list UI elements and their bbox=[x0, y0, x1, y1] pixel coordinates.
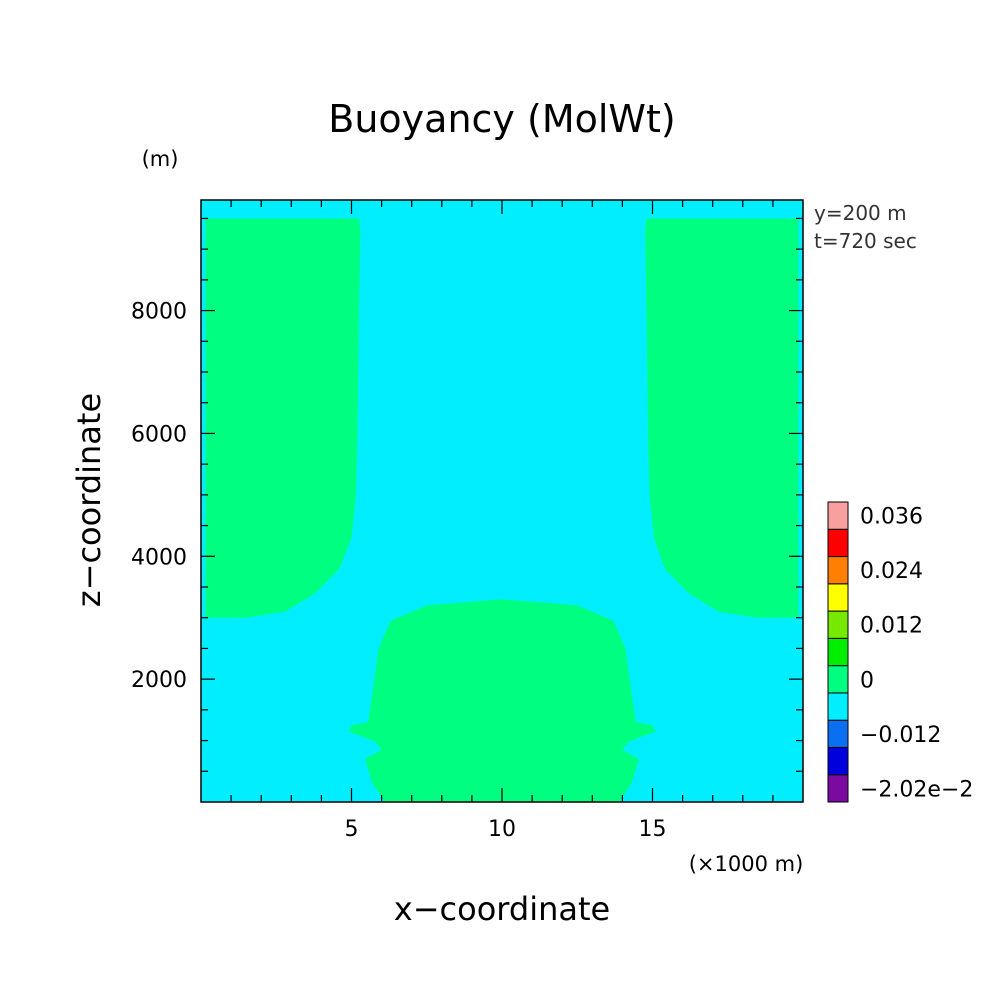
colorbar-swatch bbox=[827, 556, 849, 585]
y-axis-label: z−coordinate bbox=[70, 393, 108, 607]
colorbar-label: 0 bbox=[860, 668, 874, 693]
chart-title: Buoyancy (MolWt) bbox=[328, 97, 675, 141]
y-unit-label: (m) bbox=[142, 147, 179, 171]
colorbar-swatch bbox=[827, 610, 849, 639]
colorbar-swatch bbox=[827, 692, 849, 721]
contour-region-upper-right-positive bbox=[645, 218, 799, 618]
contour-region-lower-center-positive bbox=[348, 599, 656, 802]
colorbar-swatch bbox=[827, 746, 849, 776]
colorbar-swatch bbox=[827, 501, 849, 530]
y-position-annotation: y=200 m bbox=[814, 201, 907, 225]
colorbar-label: −0.012 bbox=[860, 723, 941, 748]
y-tick-label: 4000 bbox=[131, 545, 187, 570]
y-tick-label: 6000 bbox=[131, 422, 187, 447]
colorbar: −2.02e−2 −0.012 0 0.012 0.024 0.036 bbox=[827, 501, 973, 803]
colorbar-swatch bbox=[827, 719, 849, 748]
contour-region-upper-left-positive bbox=[205, 218, 361, 618]
colorbar-swatch bbox=[827, 528, 849, 558]
x-tick-label: 10 bbox=[488, 817, 516, 842]
colorbar-swatch bbox=[827, 637, 849, 667]
colorbar-label: 0.024 bbox=[860, 559, 923, 584]
y-tick-label: 2000 bbox=[131, 668, 187, 693]
colorbar-swatch bbox=[827, 665, 849, 694]
x-axis-label: x−coordinate bbox=[394, 890, 610, 928]
colorbar-label: −2.02e−2 bbox=[860, 777, 973, 802]
colorbar-label: 0.012 bbox=[860, 614, 923, 639]
x-tick-label: 15 bbox=[639, 817, 667, 842]
x-unit-label: (×1000 m) bbox=[689, 852, 804, 876]
x-tick-label: 5 bbox=[345, 817, 359, 842]
colorbar-swatch bbox=[827, 774, 849, 803]
time-annotation: t=720 sec bbox=[814, 229, 917, 253]
colorbar-swatch bbox=[827, 583, 849, 612]
colorbar-label: 0.036 bbox=[860, 505, 923, 530]
plot-area: 5 10 15 2000 4000 6000 8000 bbox=[131, 199, 804, 842]
y-tick-label: 8000 bbox=[131, 300, 187, 325]
